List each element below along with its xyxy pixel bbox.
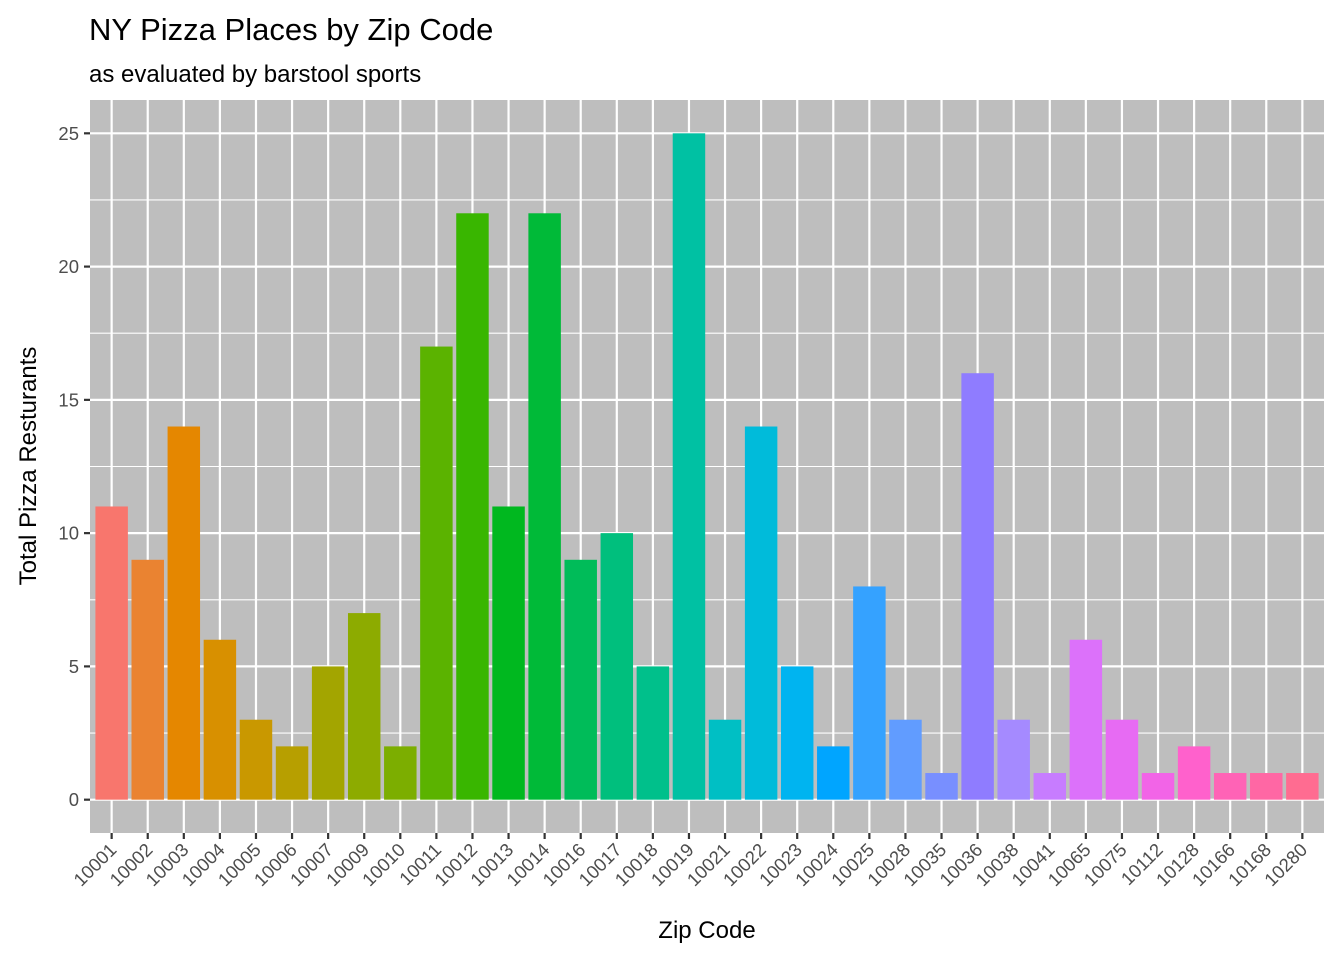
bar-10025 (853, 586, 886, 800)
bar-10019 (672, 133, 706, 800)
bar-10013 (492, 506, 525, 800)
bar-10168 (1250, 773, 1283, 800)
bar-10035 (925, 773, 958, 800)
bar-10112 (1141, 773, 1175, 800)
bar-10021 (708, 719, 742, 800)
bar-10166 (1213, 773, 1247, 800)
y-tick-label: 0 (69, 789, 79, 810)
bars (95, 133, 1319, 800)
bar-10014 (528, 213, 561, 800)
bar-10028 (889, 719, 922, 800)
y-tick-label: 20 (58, 256, 79, 277)
y-tick-label: 5 (69, 656, 79, 677)
bar-10010 (384, 746, 417, 800)
bar-10005 (239, 719, 273, 800)
bar-10018 (636, 666, 670, 800)
bar-10038 (997, 719, 1030, 800)
y-axis-title: Total Pizza Resturants (15, 347, 42, 586)
x-axis-title: Zip Code (658, 917, 755, 944)
bar-10023 (780, 666, 814, 800)
bar-10011 (420, 346, 453, 800)
y-tick-label: 10 (58, 523, 79, 544)
bar-10280 (1286, 773, 1319, 800)
x-axis: 1000110002100031000410005100061000710009… (69, 833, 1311, 890)
bar-10001 (95, 506, 128, 800)
y-tick-label: 15 (58, 389, 79, 410)
bar-10024 (817, 746, 850, 800)
bar-10002 (131, 559, 164, 800)
bar-10128 (1177, 746, 1211, 800)
chart-title: NY Pizza Places by Zip Code (89, 12, 493, 47)
bar-10007 (311, 666, 345, 800)
bar-10009 (347, 613, 381, 800)
bar-10022 (744, 426, 778, 800)
bar-10075 (1105, 719, 1139, 800)
y-tick-label: 25 (58, 123, 79, 144)
bar-10006 (275, 746, 309, 800)
bar-10004 (203, 639, 237, 800)
bar-10003 (167, 426, 201, 800)
chart-subtitle: as evaluated by barstool sports (89, 61, 421, 88)
bar-10065 (1069, 639, 1103, 800)
y-axis: 0 5 10 15 20 25 (58, 123, 90, 810)
bar-10017 (600, 533, 634, 800)
bar-10016 (564, 559, 597, 800)
bar-10041 (1033, 773, 1067, 800)
bar-10036 (961, 373, 994, 800)
bar-10012 (456, 213, 489, 800)
